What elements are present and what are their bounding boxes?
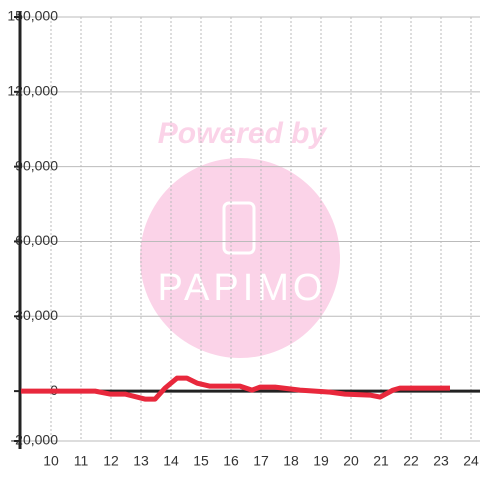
- x-tick-label: 11: [74, 453, 89, 469]
- x-tick-label: 18: [283, 453, 299, 469]
- y-tick-label: 120,000: [7, 83, 58, 99]
- watermark-logo: PAPIMO: [158, 267, 327, 309]
- y-tick-label: 90,000: [15, 157, 58, 173]
- watermark-top: Powered by: [158, 117, 328, 150]
- x-tick-label: 23: [433, 453, 449, 469]
- watermark-phone: [222, 201, 256, 255]
- data-line: [21, 375, 450, 402]
- y-tick-label: -20,000: [11, 432, 59, 448]
- x-tick-label: 12: [103, 453, 119, 469]
- y-tick-label: 60,000: [15, 232, 58, 248]
- x-tick-label: 20: [343, 453, 359, 469]
- y-tick-label: 30,000: [15, 307, 58, 323]
- x-tick-label: 15: [193, 453, 209, 469]
- x-tick-label: 14: [163, 453, 179, 469]
- x-tick-label: 22: [403, 453, 419, 469]
- watermark-circle: [140, 158, 340, 358]
- x-tick-label: 10: [43, 453, 59, 469]
- x-tick-label: 16: [223, 453, 239, 469]
- x-tick-label: 24: [463, 453, 479, 469]
- y-tick-label: 150,000: [7, 8, 58, 24]
- x-tick-label: 21: [373, 453, 389, 469]
- x-tick-label: 17: [253, 453, 269, 469]
- x-tick-label: 13: [133, 453, 149, 469]
- x-tick-label: 19: [313, 453, 329, 469]
